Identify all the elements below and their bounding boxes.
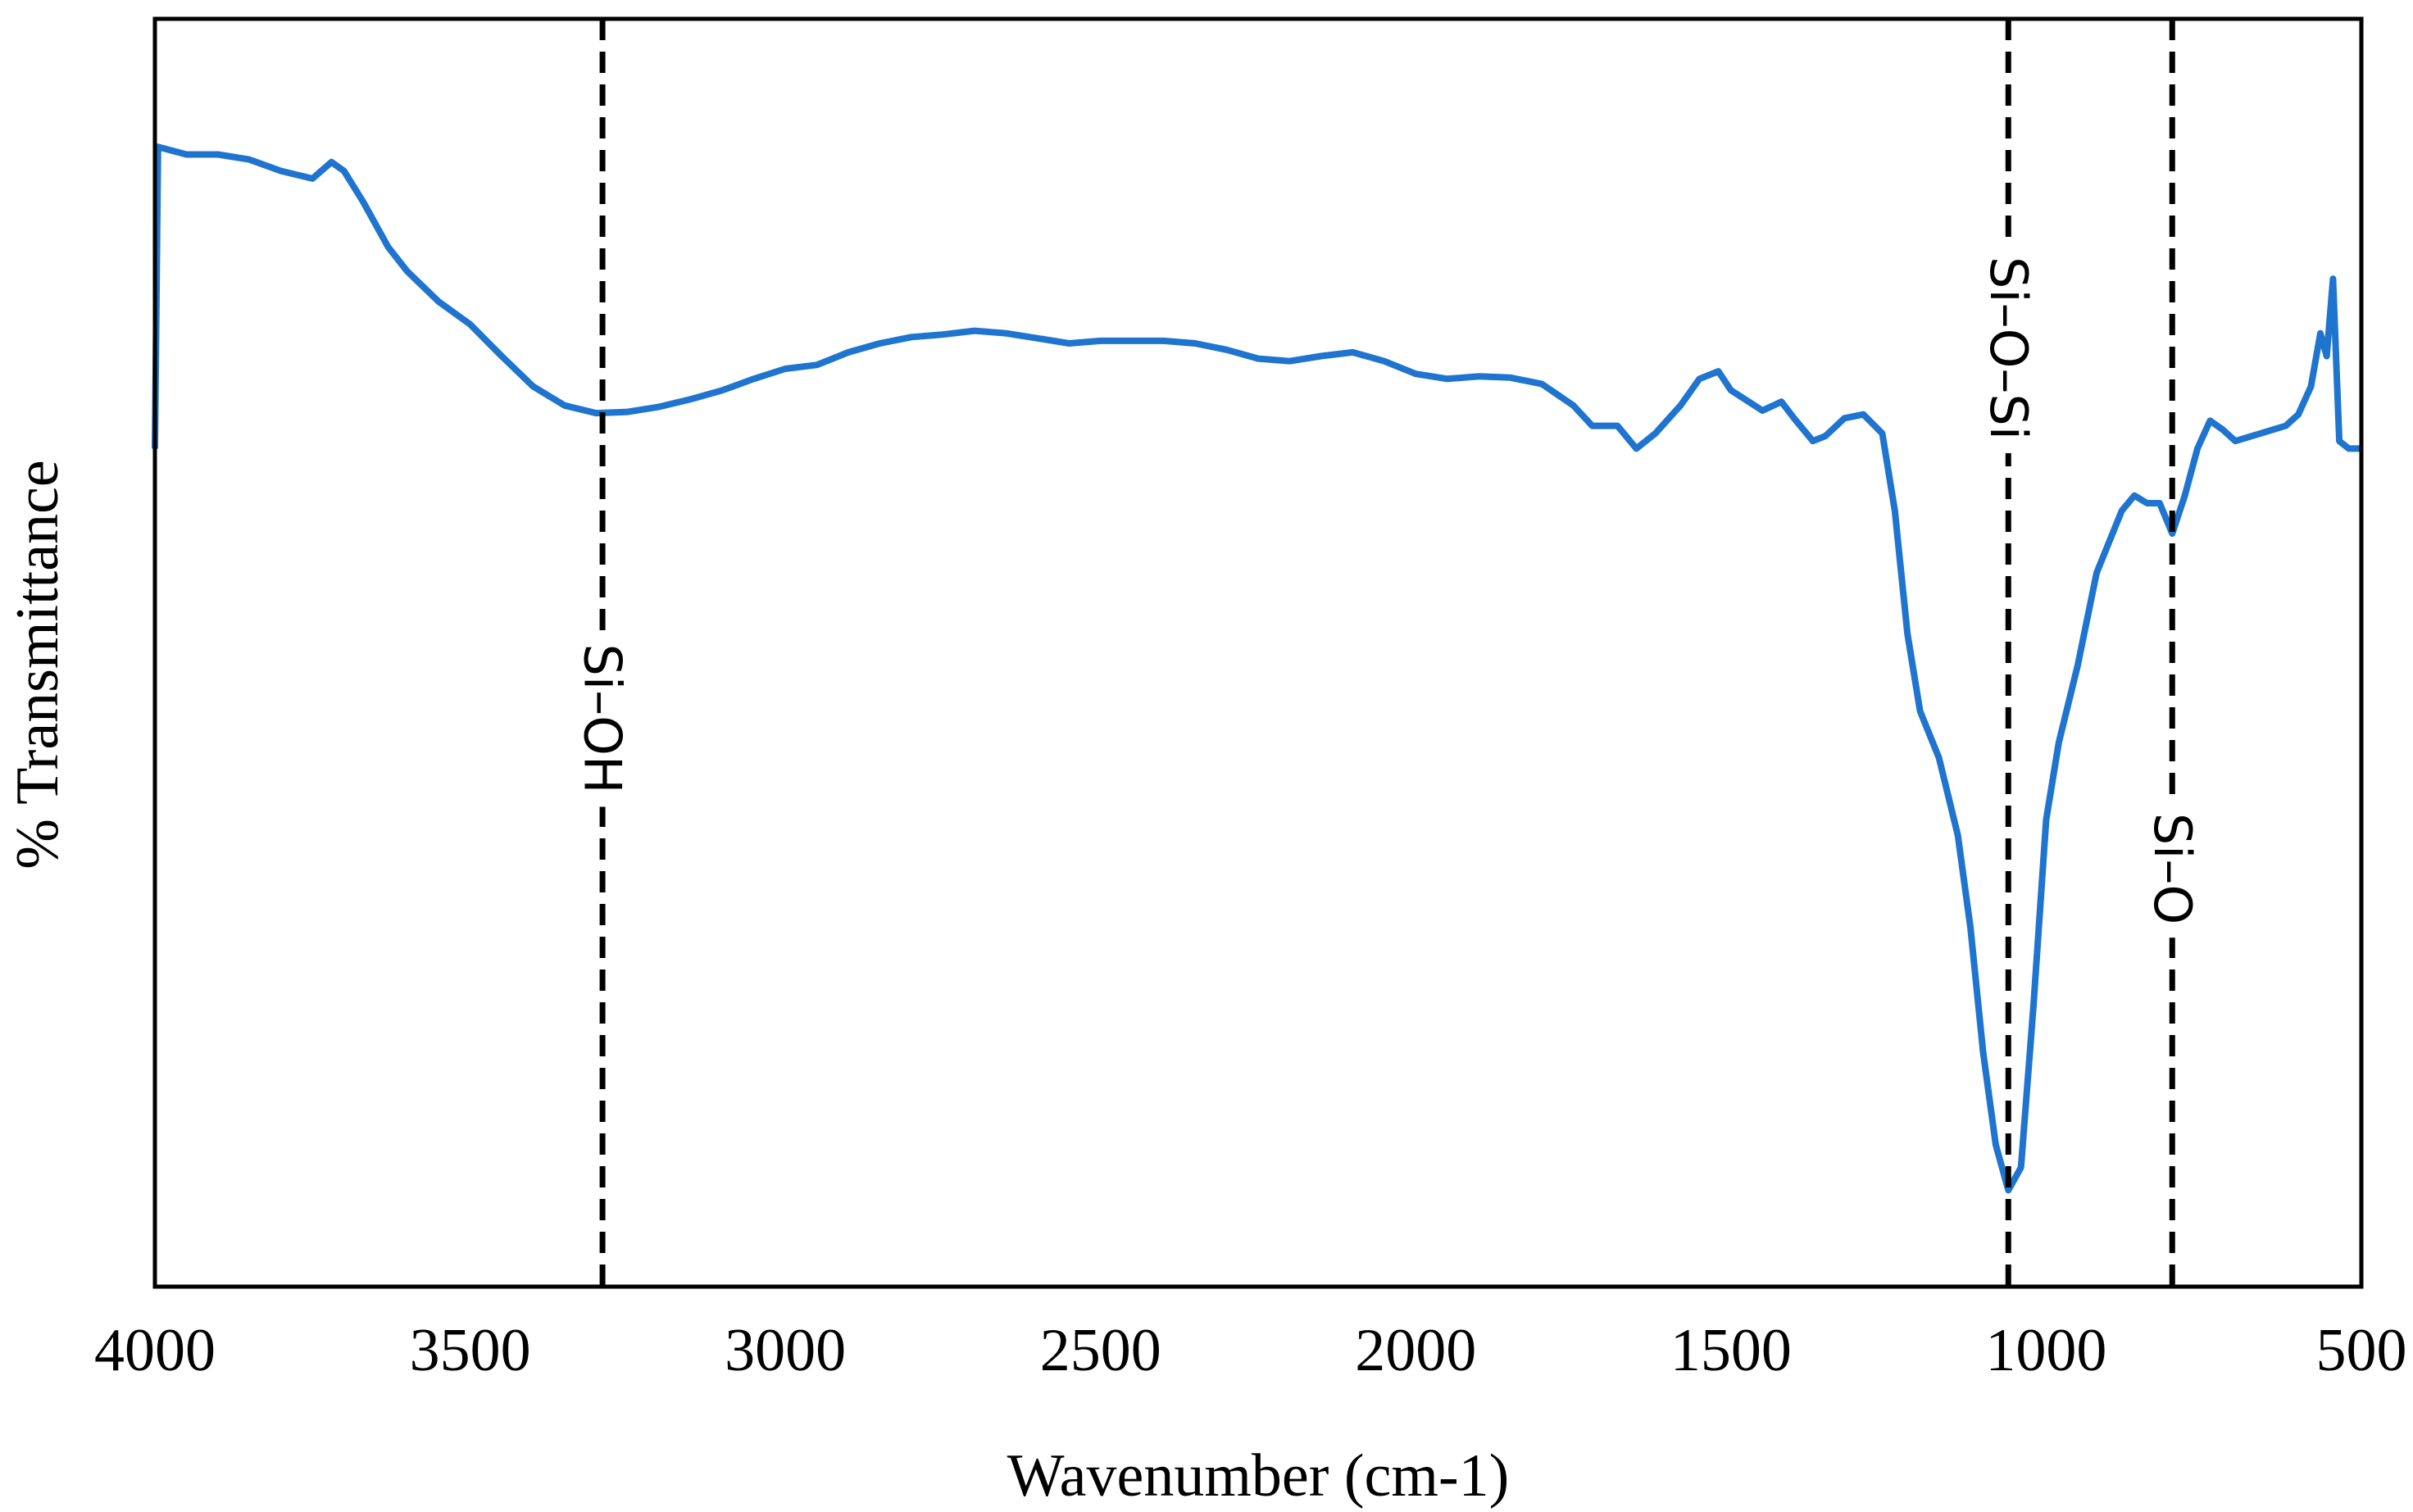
x-tick-label: 3000 [725, 1317, 846, 1384]
y-axis-label: % Transmittance [4, 460, 71, 869]
x-axis-label: Wavenumber (cm-1) [1007, 1442, 1510, 1510]
x-tick-label: 2000 [1355, 1317, 1476, 1384]
plot-frame [152, 16, 2364, 1289]
annotation-label: Si–O–Si [1979, 257, 2038, 440]
x-tick-label: 3500 [410, 1317, 531, 1384]
annotation-gap [1974, 243, 2042, 453]
spectrum-line [152, 143, 2361, 1194]
x-tick-label: 1000 [1985, 1317, 2106, 1384]
x-tick-label: 1500 [1670, 1317, 1792, 1384]
x-tick-label: 500 [2316, 1317, 2407, 1384]
annotation-label: Si–O [2143, 813, 2202, 924]
x-tick-label: 4000 [94, 1317, 216, 1384]
annotation-gap [2138, 799, 2206, 938]
x-tick-label: 2500 [1040, 1317, 1161, 1384]
annotation-label: Si–OH [573, 643, 633, 793]
annotation-gap [569, 630, 636, 807]
